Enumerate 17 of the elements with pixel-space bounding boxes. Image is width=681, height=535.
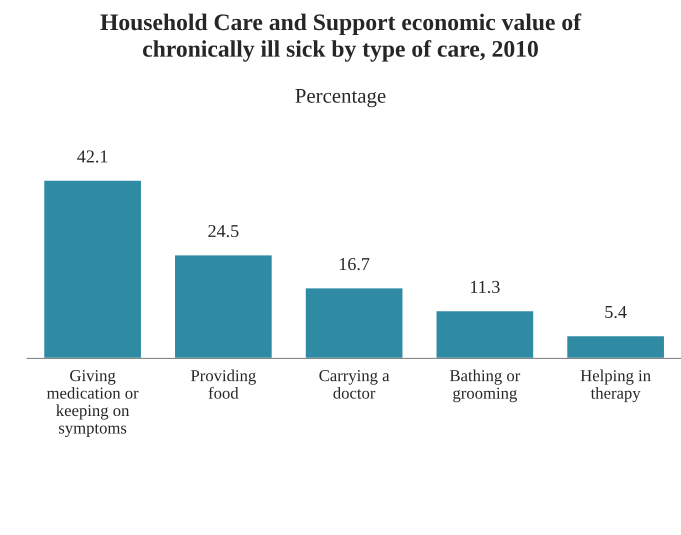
x-tick-label: Providing food	[190, 370, 256, 399]
chart-subtitle: Percentage	[295, 89, 386, 108]
bar	[566, 334, 666, 358]
x-tick-label: Carrying a doctor	[319, 370, 390, 399]
bar	[304, 287, 404, 358]
data-label: 42.1	[77, 150, 108, 163]
bar	[174, 254, 274, 358]
data-label: 5.4	[605, 306, 627, 318]
data-label: 24.5	[208, 224, 238, 238]
bar	[42, 179, 142, 358]
data-label: 11.3	[471, 280, 500, 294]
data-label: 16.7	[340, 258, 370, 270]
x-tick-label: Helping in therapy	[580, 370, 651, 402]
bar	[435, 310, 535, 358]
x-tick-label: Giving medication or keeping on symptoms	[46, 370, 139, 438]
x-tick-label: Bathing or grooming	[450, 370, 520, 402]
chart-title: Household Care and Support economic value of chronically ill sick by type of care, 2010	[100, 13, 582, 62]
